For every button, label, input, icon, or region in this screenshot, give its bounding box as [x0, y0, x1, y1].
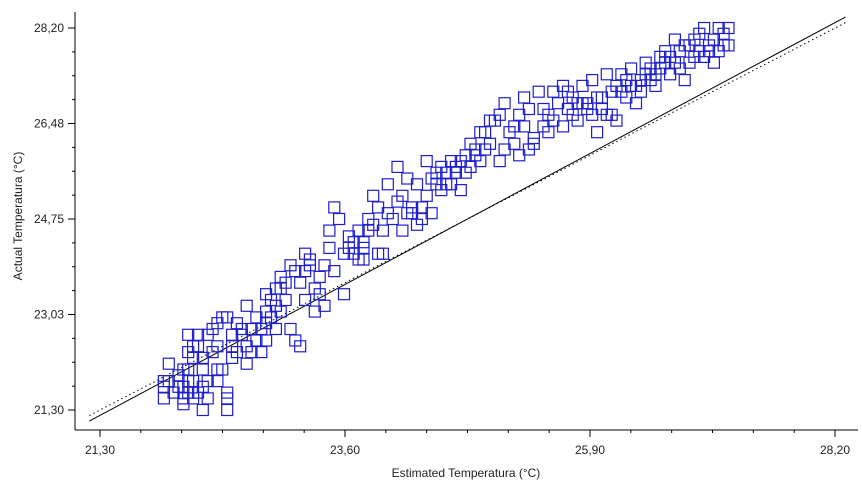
data-point	[386, 212, 399, 226]
data-point	[600, 68, 613, 81]
y-tick-label: 24,75	[34, 212, 64, 226]
data-point	[313, 270, 326, 283]
data-point	[406, 201, 419, 214]
data-point	[289, 265, 302, 278]
data-point	[318, 299, 331, 312]
data-point	[376, 247, 389, 260]
data-point	[474, 126, 487, 139]
data-point	[274, 305, 287, 318]
data-point	[162, 357, 175, 370]
data-point	[357, 241, 370, 254]
data-point	[240, 299, 253, 312]
data-point	[196, 403, 209, 417]
data-point	[240, 357, 253, 370]
data-point	[196, 363, 209, 376]
data-point	[333, 212, 346, 226]
data-point	[420, 155, 433, 168]
data-point	[294, 276, 307, 289]
data-point	[556, 120, 570, 133]
data-point	[260, 334, 273, 347]
data-point	[425, 207, 438, 220]
data-point	[571, 114, 584, 127]
data-point	[454, 184, 467, 197]
data-point	[299, 293, 312, 307]
data-point	[722, 21, 735, 35]
data-point	[624, 62, 638, 75]
reference-lines	[89, 16, 846, 422]
data-point	[586, 73, 599, 87]
data-point	[517, 91, 531, 104]
data-point	[182, 363, 195, 376]
x-tick-label: 25,90	[575, 443, 605, 457]
y-axis-ticks: 21,30 23,03 24,75 26,48 28,20	[34, 21, 75, 417]
data-point	[498, 97, 511, 110]
x-tick-label: 23,60	[330, 443, 360, 457]
data-point	[216, 363, 229, 376]
data-point	[328, 265, 341, 278]
fit-line	[89, 16, 846, 422]
data-point	[532, 85, 545, 98]
data-point	[372, 247, 385, 260]
data-point	[420, 189, 433, 202]
data-point	[323, 241, 336, 254]
data-point	[396, 224, 409, 237]
data-point	[269, 322, 282, 336]
data-point	[279, 276, 292, 289]
data-points	[157, 21, 735, 417]
data-point	[610, 114, 623, 127]
data-point	[391, 160, 404, 173]
data-point	[284, 322, 297, 336]
data-point	[493, 155, 506, 168]
data-point	[634, 85, 648, 98]
data-point	[522, 102, 536, 116]
data-point	[255, 346, 268, 359]
data-point	[201, 392, 214, 405]
data-point	[367, 189, 380, 202]
data-point	[211, 375, 224, 388]
data-point	[187, 351, 200, 364]
data-point	[517, 120, 531, 133]
data-point	[221, 403, 234, 417]
data-point	[376, 224, 389, 237]
data-point	[396, 189, 409, 202]
data-point	[211, 340, 224, 353]
data-point	[279, 293, 292, 307]
y-tick-label: 26,48	[34, 117, 64, 131]
data-point	[474, 155, 487, 168]
data-point	[381, 178, 394, 191]
x-tick-label: 21,30	[85, 443, 115, 457]
data-point	[590, 126, 604, 139]
data-point	[221, 392, 234, 405]
data-point	[328, 201, 341, 214]
data-point	[201, 375, 214, 388]
data-point	[235, 322, 248, 336]
data-point	[493, 108, 506, 121]
data-point	[410, 178, 424, 191]
data-point	[722, 39, 735, 52]
data-point	[191, 328, 205, 341]
x-axis-ticks: 21,30 23,60 25,90 28,20	[85, 430, 850, 457]
data-point	[323, 224, 336, 237]
data-point	[697, 21, 711, 35]
y-tick-label: 28,20	[34, 21, 64, 35]
y-axis-label: Actual Temperatura (°C)	[11, 152, 25, 281]
data-point	[479, 126, 492, 139]
y-tick-label: 23,03	[34, 308, 64, 322]
data-point	[527, 131, 540, 145]
x-axis-label: Estimated Temperatura (°C)	[392, 466, 541, 480]
data-point	[294, 340, 307, 353]
y-tick-label: 21,30	[34, 403, 64, 417]
data-point	[303, 259, 316, 272]
data-point	[245, 346, 258, 359]
x-tick-label: 28,20	[820, 443, 850, 457]
data-point	[678, 73, 691, 87]
data-point	[357, 253, 370, 266]
data-point	[483, 137, 497, 150]
data-point	[337, 288, 351, 301]
